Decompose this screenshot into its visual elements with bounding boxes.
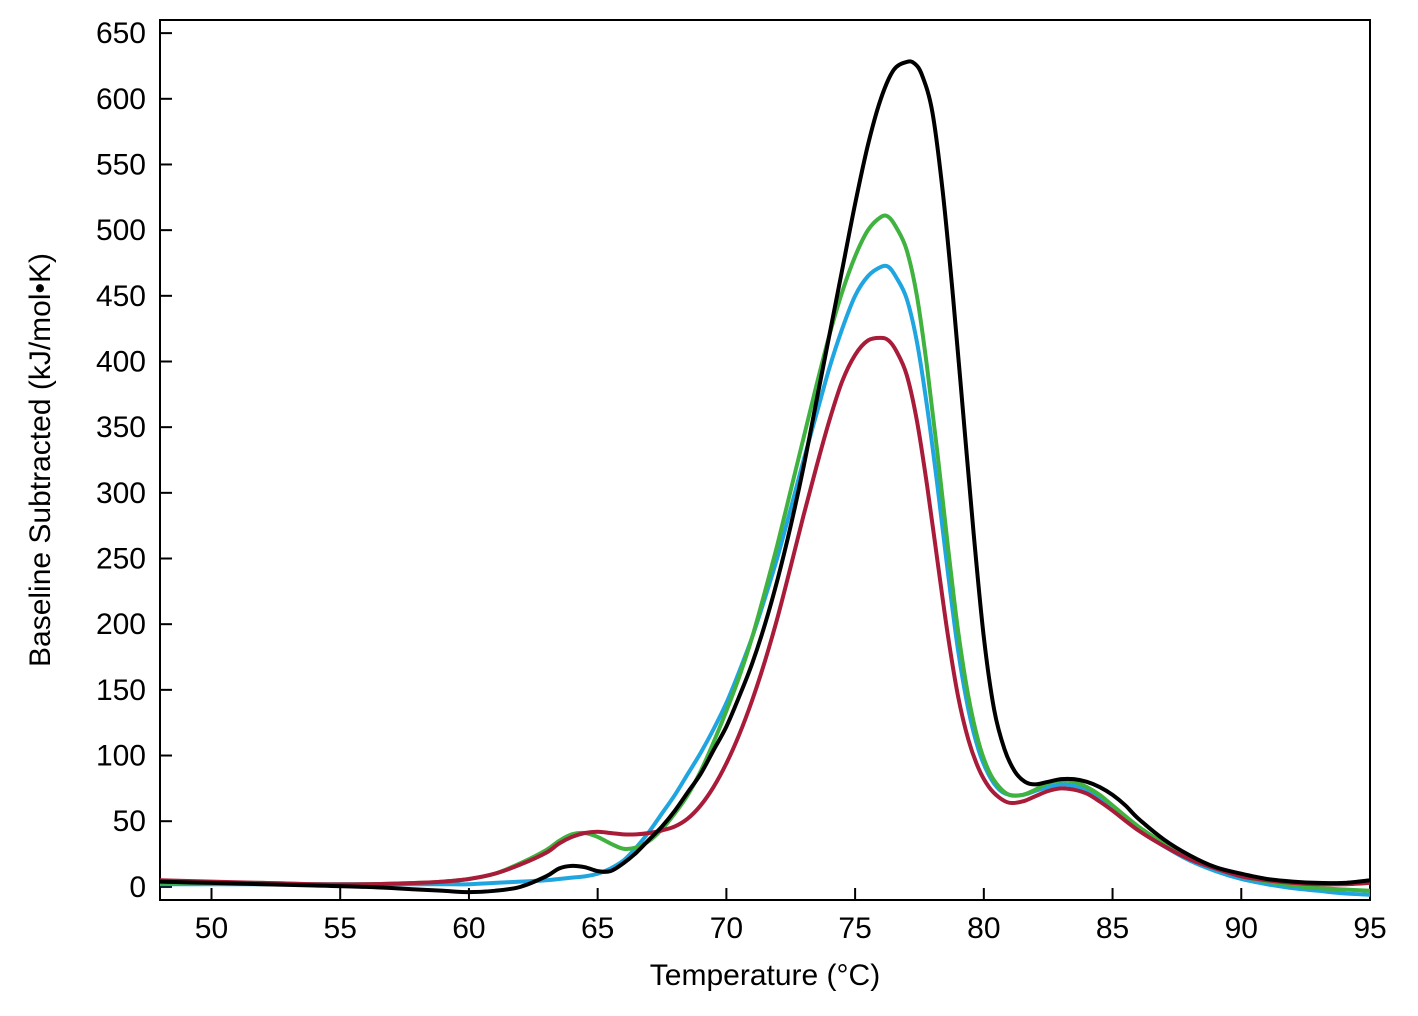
svg-text:450: 450 [96, 280, 146, 313]
svg-text:500: 500 [96, 214, 146, 247]
svg-text:60: 60 [452, 912, 485, 945]
svg-text:350: 350 [96, 411, 146, 444]
svg-text:0: 0 [129, 871, 146, 904]
svg-text:550: 550 [96, 148, 146, 181]
chart-svg: 50 55 60 65 70 75 80 85 90 95 0 50 100 150 200 250 300 35… [0, 0, 1418, 1016]
chart-container: 50 55 60 65 70 75 80 85 90 95 0 50 100 150 200 250 300 35… [0, 0, 1418, 1016]
svg-text:85: 85 [1096, 912, 1129, 945]
svg-text:600: 600 [96, 83, 146, 116]
svg-text:95: 95 [1353, 912, 1386, 945]
svg-text:150: 150 [96, 674, 146, 707]
svg-text:400: 400 [96, 345, 146, 378]
svg-text:80: 80 [967, 912, 1000, 945]
svg-text:50: 50 [113, 805, 146, 838]
svg-text:100: 100 [96, 740, 146, 773]
series-red [160, 338, 1370, 885]
svg-text:75: 75 [838, 912, 871, 945]
svg-text:250: 250 [96, 543, 146, 576]
svg-text:50: 50 [195, 912, 228, 945]
svg-text:300: 300 [96, 477, 146, 510]
svg-text:55: 55 [324, 912, 357, 945]
svg-text:650: 650 [96, 17, 146, 50]
svg-text:200: 200 [96, 608, 146, 641]
svg-text:65: 65 [581, 912, 614, 945]
svg-text:90: 90 [1225, 912, 1258, 945]
svg-text:Baseline Subtracted (kJ/mol•K): Baseline Subtracted (kJ/mol•K) [24, 253, 57, 667]
series-blue [160, 266, 1370, 895]
series-black [160, 61, 1370, 892]
series-green [160, 216, 1370, 891]
svg-text:70: 70 [710, 912, 743, 945]
svg-text:Temperature (°C): Temperature (°C) [650, 959, 880, 992]
